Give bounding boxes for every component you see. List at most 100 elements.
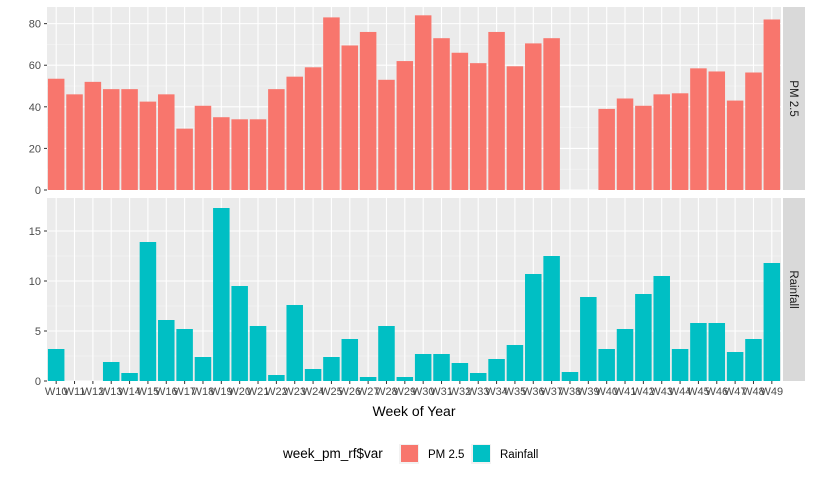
panel-pm25-background [47,7,781,190]
bar-W33 [469,373,487,381]
bar-W22 [268,89,285,190]
bar-W39 [580,297,597,381]
y-tick-label: 10 [29,276,41,288]
x-tick-label: W37 [540,386,563,398]
x-tick-label: W16 [155,386,178,398]
bar-W35 [506,345,524,381]
bar-W48 [745,72,762,190]
x-tick-label: W43 [650,386,673,398]
bar-W19 [213,117,230,190]
bar-W47 [726,352,744,381]
bar-W10 [47,349,65,381]
x-tick-label: W13 [100,386,123,398]
bar-W24 [304,67,322,190]
x-tick-label: W47 [724,386,747,398]
bar-W36 [525,274,542,381]
bar-W20 [231,119,248,190]
bar-W16 [158,320,175,381]
y-tick-label: 60 [29,60,41,72]
bar-W46 [708,323,726,381]
bar-W32 [451,363,469,381]
x-axis-title: Week of Year [372,403,455,419]
x-tick-label: W31 [430,386,453,398]
bar-W27 [359,377,377,381]
legend-label-pm25: PM 2.5 [428,449,464,461]
x-tick-label: W48 [742,386,765,398]
x-tick-label: W33 [467,386,490,398]
y-tick-label: 15 [29,226,41,238]
bar-W40 [598,349,615,381]
panel-rainfall: 0 5 10 15 Rainfall [29,198,805,388]
x-tick-label: W21 [247,386,270,398]
bar-W25 [323,357,340,381]
bar-W45 [690,68,707,190]
y-tick-label: 80 [29,19,41,31]
panel-pm25: 0 20 40 60 80 PM 2.5 [29,7,805,197]
bar-W30 [414,15,432,191]
bar-W32 [451,52,469,190]
x-tick-label: W29 [394,386,417,398]
bar-W21 [249,119,267,190]
panel-rainfall-background [47,198,781,381]
bar-W13 [102,362,120,381]
bar-W10 [47,78,65,190]
bar-W47 [726,100,744,190]
x-tick-label: W30 [412,386,435,398]
x-tick-label: W17 [173,386,196,398]
x-tick-label: W28 [375,386,398,398]
x-tick-label: W40 [595,386,618,398]
x-tick-label: W42 [632,386,655,398]
legend-title: week_pm_rf$var [282,446,383,461]
bar-W44 [671,93,689,190]
bar-W37 [543,38,560,191]
bar-W28 [378,79,395,190]
x-tick-label: W41 [614,386,637,398]
x-axis-ticks: W10W11W12W13W14W15W16W17W18W19W20W21W22W… [45,381,783,398]
bar-W35 [506,66,524,190]
bar-W41 [616,98,634,190]
bar-W40 [598,108,615,190]
bar-W43 [653,276,670,381]
bar-W21 [249,326,267,381]
bar-W15 [139,242,157,381]
bar-W44 [671,349,689,381]
bar-W20 [231,286,248,381]
x-tick-label: W46 [705,386,728,398]
bar-W28 [378,326,395,381]
bar-W14 [121,89,138,190]
x-tick-label: W14 [118,386,141,398]
bar-W45 [690,323,707,381]
y-tick-label: 0 [35,185,41,197]
bar-W46 [708,71,726,190]
x-tick-label: W24 [302,386,325,398]
strip-rainfall-label: Rainfall [787,270,799,308]
bar-W34 [488,359,505,381]
strip-rainfall [783,198,805,381]
bar-W16 [158,94,175,190]
bar-W23 [286,305,303,381]
bar-W11 [66,94,83,190]
bar-W48 [745,339,762,381]
x-tick-label: W15 [137,386,160,398]
strip-pm25-label: PM 2.5 [787,80,799,116]
bar-W26 [341,45,359,191]
bar-W37 [543,256,560,381]
bar-W43 [653,94,670,190]
bar-W30 [414,354,432,381]
x-tick-label: W49 [761,386,784,398]
x-tick-label: W11 [64,386,86,398]
bar-W42 [635,105,652,190]
bar-W26 [341,339,359,381]
x-tick-label: W36 [522,386,545,398]
bar-W23 [286,76,303,190]
bar-W29 [396,377,414,381]
panel-pm25-y-axis: 0 20 40 60 80 [29,19,47,197]
bar-W31 [433,354,450,381]
x-tick-label: W10 [45,386,68,398]
bar-W42 [635,294,652,381]
legend-swatch-pm25 [401,445,418,462]
bar-W49 [763,19,781,191]
bar-W36 [525,43,542,190]
bar-W18 [194,357,212,381]
